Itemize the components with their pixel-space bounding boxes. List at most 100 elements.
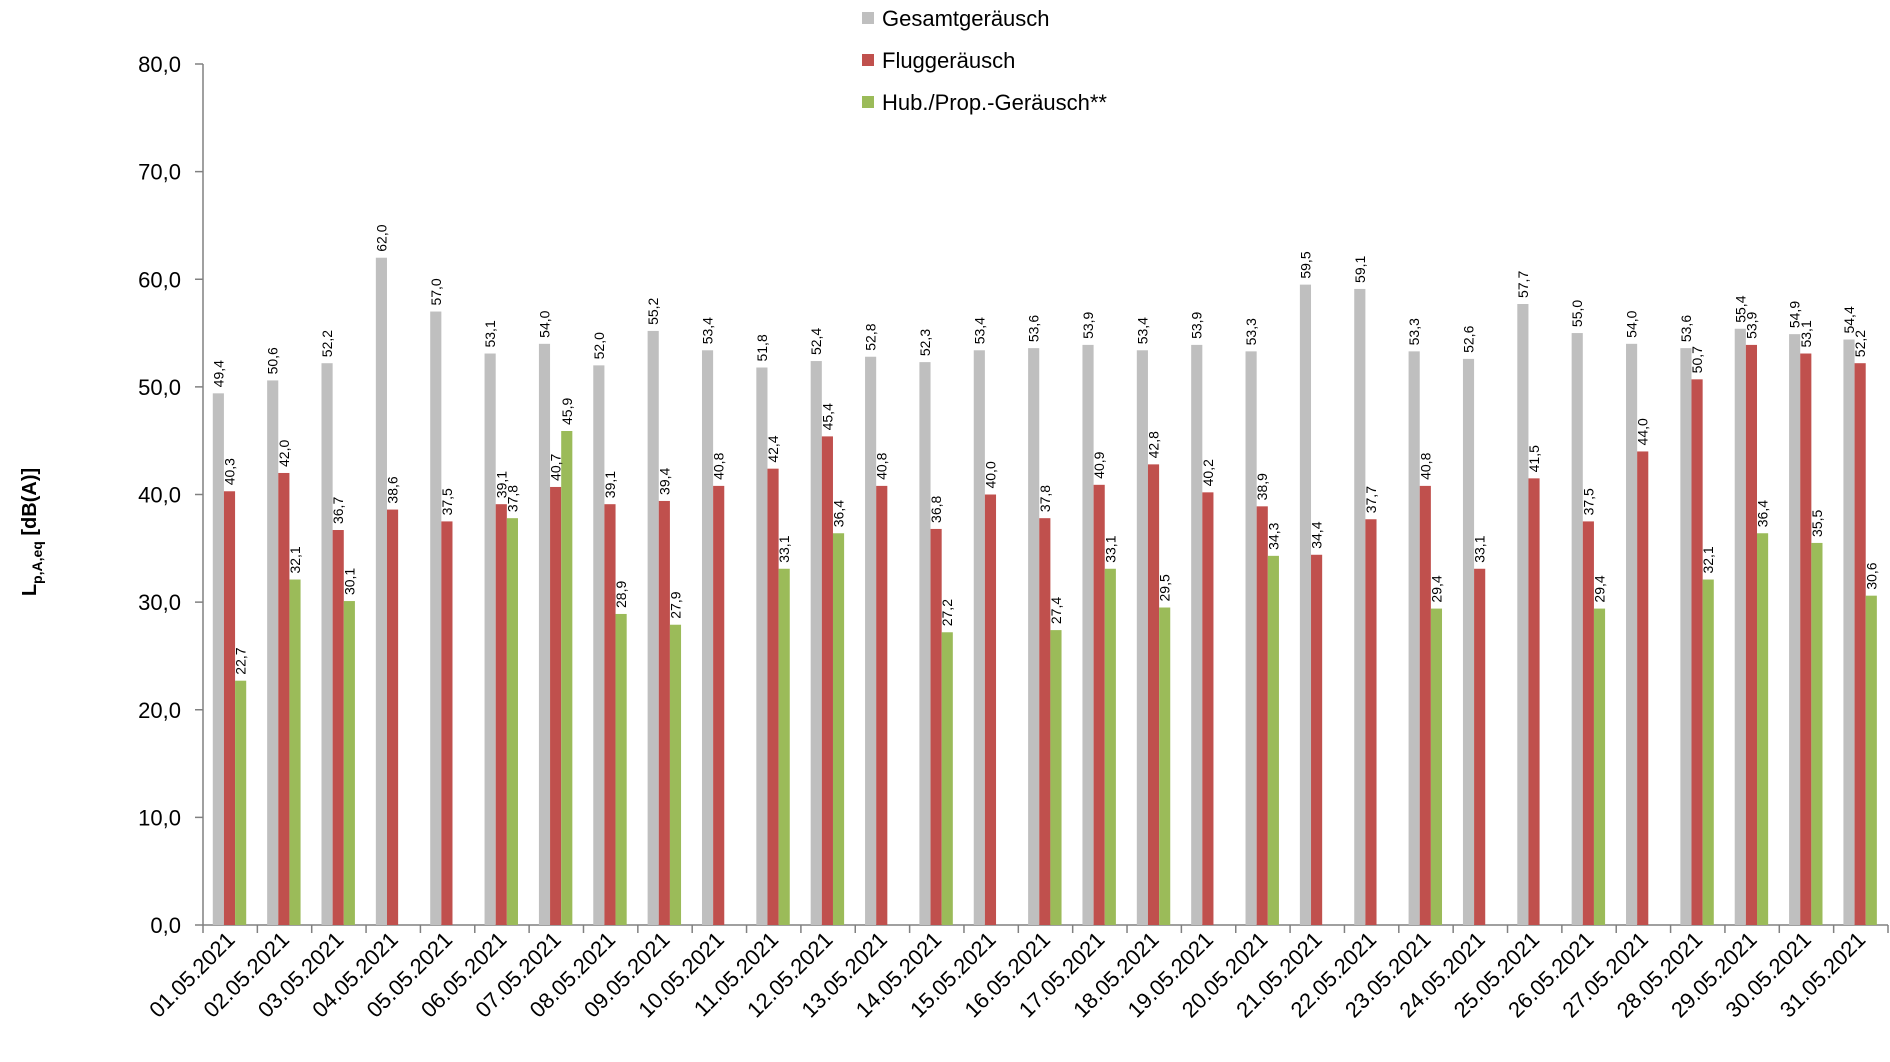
bar-series-0 xyxy=(1082,344,1094,925)
bar-series-0 xyxy=(1299,284,1312,926)
bar-series-1 xyxy=(550,486,562,925)
bar-series-2 xyxy=(1865,595,1877,925)
bar-series-0 xyxy=(1354,288,1366,925)
data-label-series-2: 36,4 xyxy=(831,500,847,527)
bar-series-0 xyxy=(1191,344,1203,925)
bar-series-1 xyxy=(1854,363,1866,925)
bar-series-1 xyxy=(1093,484,1105,925)
bar-series-2 xyxy=(941,632,953,925)
data-label-series-2: 32,1 xyxy=(287,546,303,573)
y-tick-label: 30,0 xyxy=(138,590,181,615)
y-axis-label-main: L xyxy=(19,584,41,596)
data-label-series-0: 55,4 xyxy=(1732,295,1748,322)
bar-series-2 xyxy=(1702,579,1714,925)
bar-series-1 xyxy=(1311,554,1323,925)
y-tick-label: 10,0 xyxy=(138,805,181,830)
data-label-series-0: 53,3 xyxy=(1406,318,1422,345)
bar-series-2 xyxy=(669,624,682,925)
bar-series-1 xyxy=(984,494,997,925)
y-tick-label: 60,0 xyxy=(138,267,181,292)
bar-series-0 xyxy=(1680,348,1692,925)
data-label-series-1: 34,4 xyxy=(1309,521,1325,548)
data-label-series-2: 29,4 xyxy=(1428,575,1444,602)
data-label-series-0: 52,6 xyxy=(1461,325,1477,352)
legend-label-series-1: Fluggeräusch xyxy=(882,48,1015,73)
bar-series-0 xyxy=(756,367,768,925)
bar-series-1 xyxy=(604,504,616,925)
bar-series-0 xyxy=(919,362,931,926)
bar-series-0 xyxy=(810,361,822,925)
bar-series-1 xyxy=(1528,478,1540,925)
bar-series-0 xyxy=(430,311,442,926)
legend-swatch-series-2 xyxy=(862,96,874,108)
bar-series-0 xyxy=(1462,358,1475,926)
y-tick-label: 80,0 xyxy=(138,52,181,77)
bar-series-0 xyxy=(1408,351,1420,925)
data-label-series-1: 33,1 xyxy=(1472,535,1488,562)
y-axis-label: Lp,A,eq [dB(A)] xyxy=(19,468,45,596)
data-label-series-1: 37,5 xyxy=(439,488,455,515)
bar-series-0 xyxy=(865,356,877,925)
y-tick-label: 50,0 xyxy=(138,375,181,400)
data-label-series-1: 52,2 xyxy=(1852,330,1868,357)
data-label-series-0: 53,9 xyxy=(1189,311,1205,338)
bar-series-0 xyxy=(1517,304,1529,925)
bar-series-2 xyxy=(1159,607,1171,925)
data-label-series-1: 36,7 xyxy=(330,497,346,524)
bar-series-0 xyxy=(375,257,387,926)
data-label-series-1: 40,8 xyxy=(1417,452,1433,479)
bar-series-0 xyxy=(701,350,714,926)
data-label-series-1: 50,7 xyxy=(1689,346,1705,373)
bar-series-0 xyxy=(212,393,224,925)
bar-series-2 xyxy=(1104,568,1116,925)
bar-series-1 xyxy=(658,500,670,925)
data-label-series-1: 40,8 xyxy=(711,452,727,479)
data-label-series-0: 57,0 xyxy=(428,278,444,305)
bar-series-2 xyxy=(1267,555,1279,925)
bar-series-2 xyxy=(1593,608,1606,925)
data-label-series-0: 53,6 xyxy=(1678,315,1694,342)
data-label-series-0: 52,2 xyxy=(319,330,335,357)
y-tick-label: 40,0 xyxy=(138,483,181,508)
bar-series-1 xyxy=(1365,519,1377,925)
data-label-series-2: 27,4 xyxy=(1048,597,1064,624)
bar-series-1 xyxy=(1256,506,1268,925)
bar-series-1 xyxy=(441,521,453,925)
data-label-series-1: 39,4 xyxy=(656,467,672,494)
bar-series-2 xyxy=(1757,533,1769,925)
data-label-series-0: 52,4 xyxy=(808,328,824,355)
bar-series-2 xyxy=(289,579,301,925)
data-label-series-1: 53,9 xyxy=(1743,311,1759,338)
bar-series-1 xyxy=(767,468,779,925)
bar-series-0 xyxy=(321,363,333,925)
data-label-series-0: 51,8 xyxy=(754,334,770,361)
data-label-series-0: 53,4 xyxy=(971,317,987,344)
data-label-series-0: 53,1 xyxy=(482,320,498,347)
data-label-series-1: 36,8 xyxy=(928,495,944,522)
data-label-series-2: 36,4 xyxy=(1755,500,1771,527)
data-label-series-2: 22,7 xyxy=(233,647,249,674)
data-label-series-2: 30,6 xyxy=(1863,562,1879,589)
y-tick-label: 70,0 xyxy=(138,160,181,185)
data-label-series-1: 38,6 xyxy=(385,476,401,503)
data-label-series-1: 41,5 xyxy=(1526,445,1542,472)
data-label-series-1: 40,7 xyxy=(548,454,564,481)
bar-series-1 xyxy=(1419,485,1431,925)
data-label-series-1: 37,8 xyxy=(1037,485,1053,512)
data-label-series-2: 45,9 xyxy=(559,398,575,425)
data-label-series-1: 40,8 xyxy=(874,452,890,479)
data-label-series-2: 35,5 xyxy=(1809,509,1825,536)
data-label-series-1: 53,1 xyxy=(1798,320,1814,347)
data-label-series-0: 59,1 xyxy=(1352,255,1368,282)
bar-series-2 xyxy=(615,613,627,925)
data-label-series-1: 39,1 xyxy=(493,471,509,498)
data-label-series-1: 42,4 xyxy=(765,435,781,462)
data-label-series-0: 52,8 xyxy=(863,323,879,350)
legend-label-series-2: Hub./Prop.-Geräusch** xyxy=(882,90,1107,115)
legend-swatch-series-0 xyxy=(862,12,874,24)
bar-series-2 xyxy=(832,533,845,925)
data-label-series-2: 37,8 xyxy=(504,485,520,512)
x-axis-ticks: 01.05.202102.05.202103.05.202104.05.2021… xyxy=(144,925,1889,1022)
data-label-series-0: 52,3 xyxy=(917,329,933,356)
data-label-series-2: 30,1 xyxy=(341,568,357,595)
